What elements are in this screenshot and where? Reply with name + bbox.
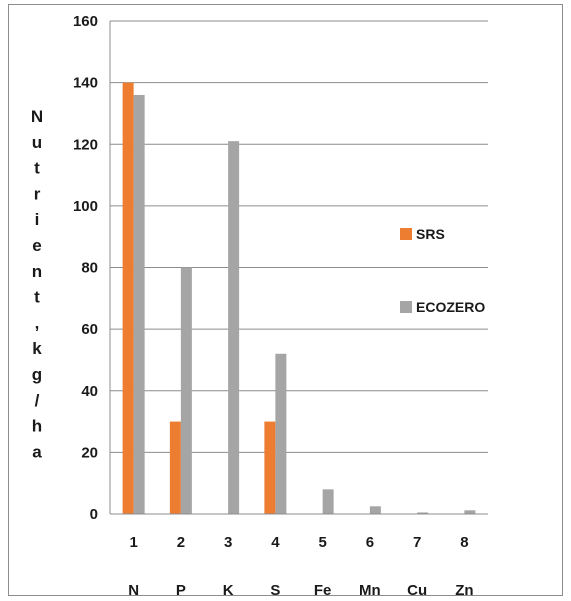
x-tick-label: 6 <box>366 534 374 551</box>
x-nutrient-label: N <box>128 582 139 599</box>
bar-ecozero-5 <box>322 489 334 514</box>
x-tick-label: 1 <box>129 534 137 551</box>
y-tick-label: 100 <box>73 198 98 215</box>
x-nutrient-labels: N P K S Fe Mn Cu Zn <box>128 582 473 599</box>
bars <box>122 82 476 514</box>
x-nutrient-label: P <box>176 582 186 599</box>
gridlines <box>110 20 488 453</box>
x-tick-label: 5 <box>318 534 326 551</box>
chart-frame <box>8 4 563 596</box>
x-nutrient-label: Zn <box>455 582 473 599</box>
x-nutrient-label: K <box>223 582 234 599</box>
y-tick-label: 120 <box>73 136 98 153</box>
x-tick-label: 4 <box>271 534 280 551</box>
bar-ecozero-7 <box>417 512 429 514</box>
bar-ecozero-1 <box>133 94 145 514</box>
legend-label: ECOZERO <box>416 299 485 315</box>
x-tick-labels: 1 2 3 4 5 6 7 8 <box>129 534 468 551</box>
bar-ecozero-2 <box>180 267 192 514</box>
y-tick-label: 160 <box>73 13 98 30</box>
x-nutrient-label: S <box>270 582 280 599</box>
bar-srs-2 <box>169 421 181 514</box>
y-tick-label: 40 <box>81 383 98 400</box>
x-nutrient-label: Mn <box>359 582 381 599</box>
y-tick-label: 0 <box>90 506 98 523</box>
bar-ecozero-6 <box>369 506 381 514</box>
legend-label: SRS <box>416 226 445 242</box>
y-tick-label: 60 <box>81 321 98 338</box>
x-tick-label: 8 <box>460 534 468 551</box>
legend: SRS ECOZERO <box>400 226 485 315</box>
x-nutrient-label: Cu <box>407 582 427 599</box>
legend-swatch <box>400 301 412 313</box>
bar-ecozero-8 <box>464 510 476 514</box>
y-tick-label: 80 <box>81 260 98 277</box>
x-tick-label: 2 <box>177 534 185 551</box>
y-tick-labels: 0 20 40 60 80 100 120 140 160 <box>73 13 98 523</box>
x-tick-label: 3 <box>224 534 232 551</box>
x-tick-label: 7 <box>413 534 421 551</box>
legend-item-ecozero: ECOZERO <box>400 299 485 315</box>
bar-ecozero-4 <box>275 353 287 514</box>
legend-item-srs: SRS <box>400 226 445 242</box>
bar-ecozero-3 <box>228 141 240 514</box>
bar-srs-1 <box>122 82 134 514</box>
legend-swatch <box>400 228 412 240</box>
bar-srs-4 <box>264 421 276 514</box>
axes <box>109 21 488 515</box>
y-tick-label: 140 <box>73 75 98 92</box>
y-tick-label: 20 <box>81 444 98 461</box>
x-nutrient-label: Fe <box>314 582 332 599</box>
